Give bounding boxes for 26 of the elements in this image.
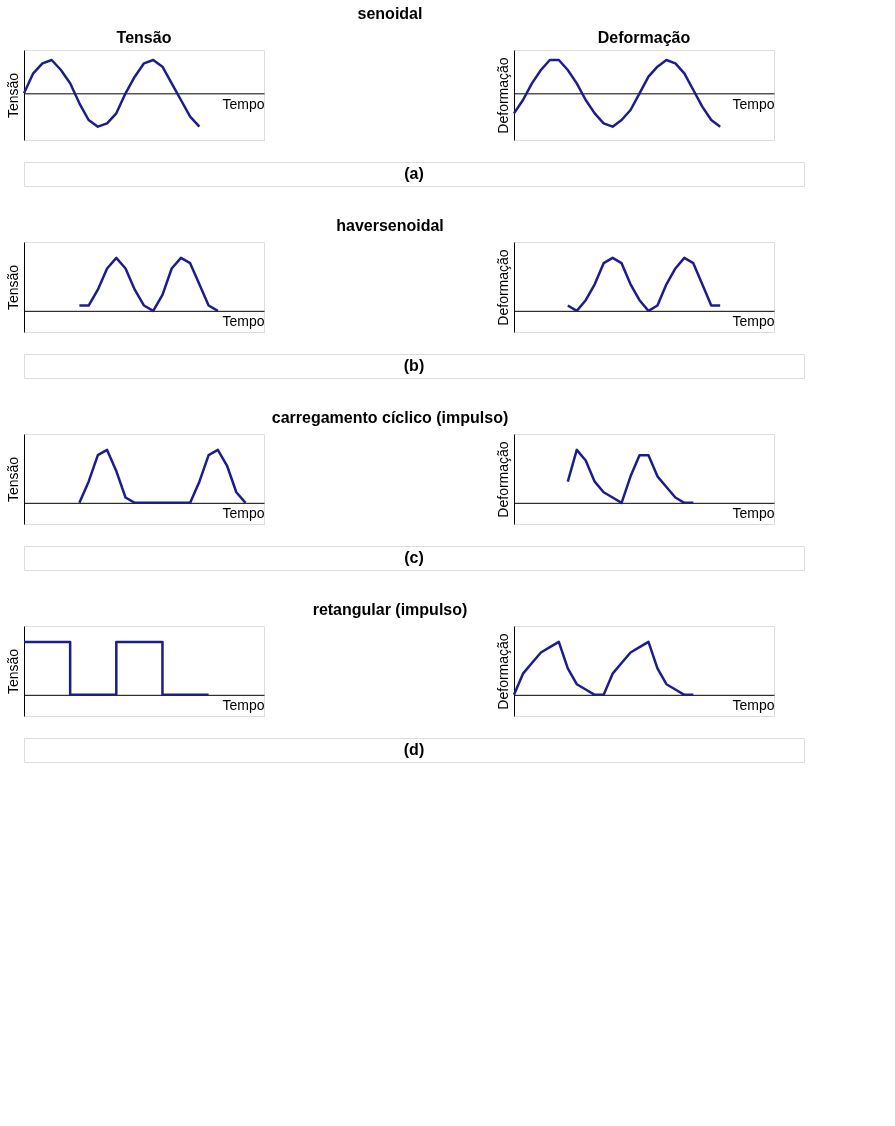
y-axis-title: Tensão	[4, 264, 21, 311]
text: retangular (impulso)	[312, 600, 468, 618]
chart-title: Tensão	[116, 29, 172, 46]
y-axis-title: Tensão	[4, 72, 21, 119]
text: carregamento cíclico (impulso)	[271, 408, 509, 426]
x-axis-title: Tempo	[732, 697, 775, 714]
text: (a)	[404, 165, 424, 182]
x-axis-title: Tempo	[222, 95, 265, 112]
y-axis-title: Tensão	[4, 648, 21, 695]
text: haversenoidal	[336, 216, 444, 234]
x-axis-title: Tempo	[222, 697, 265, 714]
chart-title: Deformação	[597, 29, 691, 46]
text: (c)	[404, 549, 424, 566]
text: senoidal	[357, 4, 423, 22]
x-axis-title: Tempo	[222, 505, 265, 522]
text: (d)	[403, 741, 425, 758]
y-axis-title: Deformação	[494, 57, 511, 134]
y-axis-title: Deformação	[494, 633, 511, 710]
x-axis-title: Tempo	[732, 95, 775, 112]
y-axis-title: Deformação	[494, 249, 511, 326]
x-axis-title: Tempo	[222, 313, 265, 330]
y-axis-title: Deformação	[494, 441, 511, 518]
x-axis-title: Tempo	[732, 313, 775, 330]
text: (b)	[403, 357, 425, 374]
y-axis-title: Tensão	[4, 456, 21, 503]
x-axis-title: Tempo	[732, 505, 775, 522]
